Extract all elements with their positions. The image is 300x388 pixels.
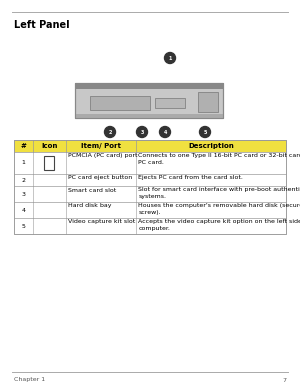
Circle shape <box>160 126 170 137</box>
Text: 1: 1 <box>168 55 172 61</box>
Text: Ejects PC card from the card slot.: Ejects PC card from the card slot. <box>138 175 243 180</box>
Circle shape <box>164 52 175 64</box>
Text: PCMCIA (PC card) port: PCMCIA (PC card) port <box>68 154 137 159</box>
Bar <box>14 186 286 202</box>
Circle shape <box>104 126 116 137</box>
Bar <box>75 114 223 118</box>
Text: 7: 7 <box>282 378 286 383</box>
Text: Smart card slot: Smart card slot <box>68 187 116 192</box>
Text: Connects to one Type II 16-bit PC card or 32-bit cardbus
PC card.: Connects to one Type II 16-bit PC card o… <box>138 154 300 165</box>
Text: #: # <box>21 143 26 149</box>
Text: 4: 4 <box>22 208 26 213</box>
Text: Hard disk bay: Hard disk bay <box>68 203 111 208</box>
Text: Chapter 1: Chapter 1 <box>14 378 45 383</box>
Text: Left Panel: Left Panel <box>14 20 70 30</box>
Text: 5: 5 <box>22 223 26 229</box>
Text: 3: 3 <box>22 192 26 196</box>
Circle shape <box>200 126 211 137</box>
Text: Slot for smart card interface with pre-boot authentication
systems.: Slot for smart card interface with pre-b… <box>138 187 300 199</box>
Text: PC card eject button: PC card eject button <box>68 175 132 180</box>
Text: Accepts the video capture kit option on the left side of th
computer.: Accepts the video capture kit option on … <box>138 220 300 231</box>
Text: 4: 4 <box>163 130 167 135</box>
Bar <box>14 174 286 186</box>
Bar <box>90 96 150 110</box>
Circle shape <box>136 126 148 137</box>
Bar <box>14 140 286 152</box>
Bar <box>14 152 286 174</box>
Text: 5: 5 <box>203 130 207 135</box>
Bar <box>75 83 223 118</box>
Text: Houses the computer's removable hard disk (secured by a
screw).: Houses the computer's removable hard dis… <box>138 203 300 215</box>
Text: Video capture kit slot: Video capture kit slot <box>68 220 135 225</box>
Text: Item/ Port: Item/ Port <box>81 143 121 149</box>
Bar <box>14 140 286 234</box>
Text: 3: 3 <box>140 130 144 135</box>
Bar <box>14 218 286 234</box>
Text: 1: 1 <box>22 161 26 166</box>
Text: 2: 2 <box>108 130 112 135</box>
Bar <box>75 83 223 118</box>
Text: 2: 2 <box>22 177 26 182</box>
Text: Icon: Icon <box>41 143 58 149</box>
Bar <box>198 92 218 112</box>
Bar <box>155 98 185 108</box>
Text: Description: Description <box>188 143 234 149</box>
Bar <box>75 83 223 89</box>
Bar <box>44 156 54 170</box>
Bar <box>14 202 286 218</box>
